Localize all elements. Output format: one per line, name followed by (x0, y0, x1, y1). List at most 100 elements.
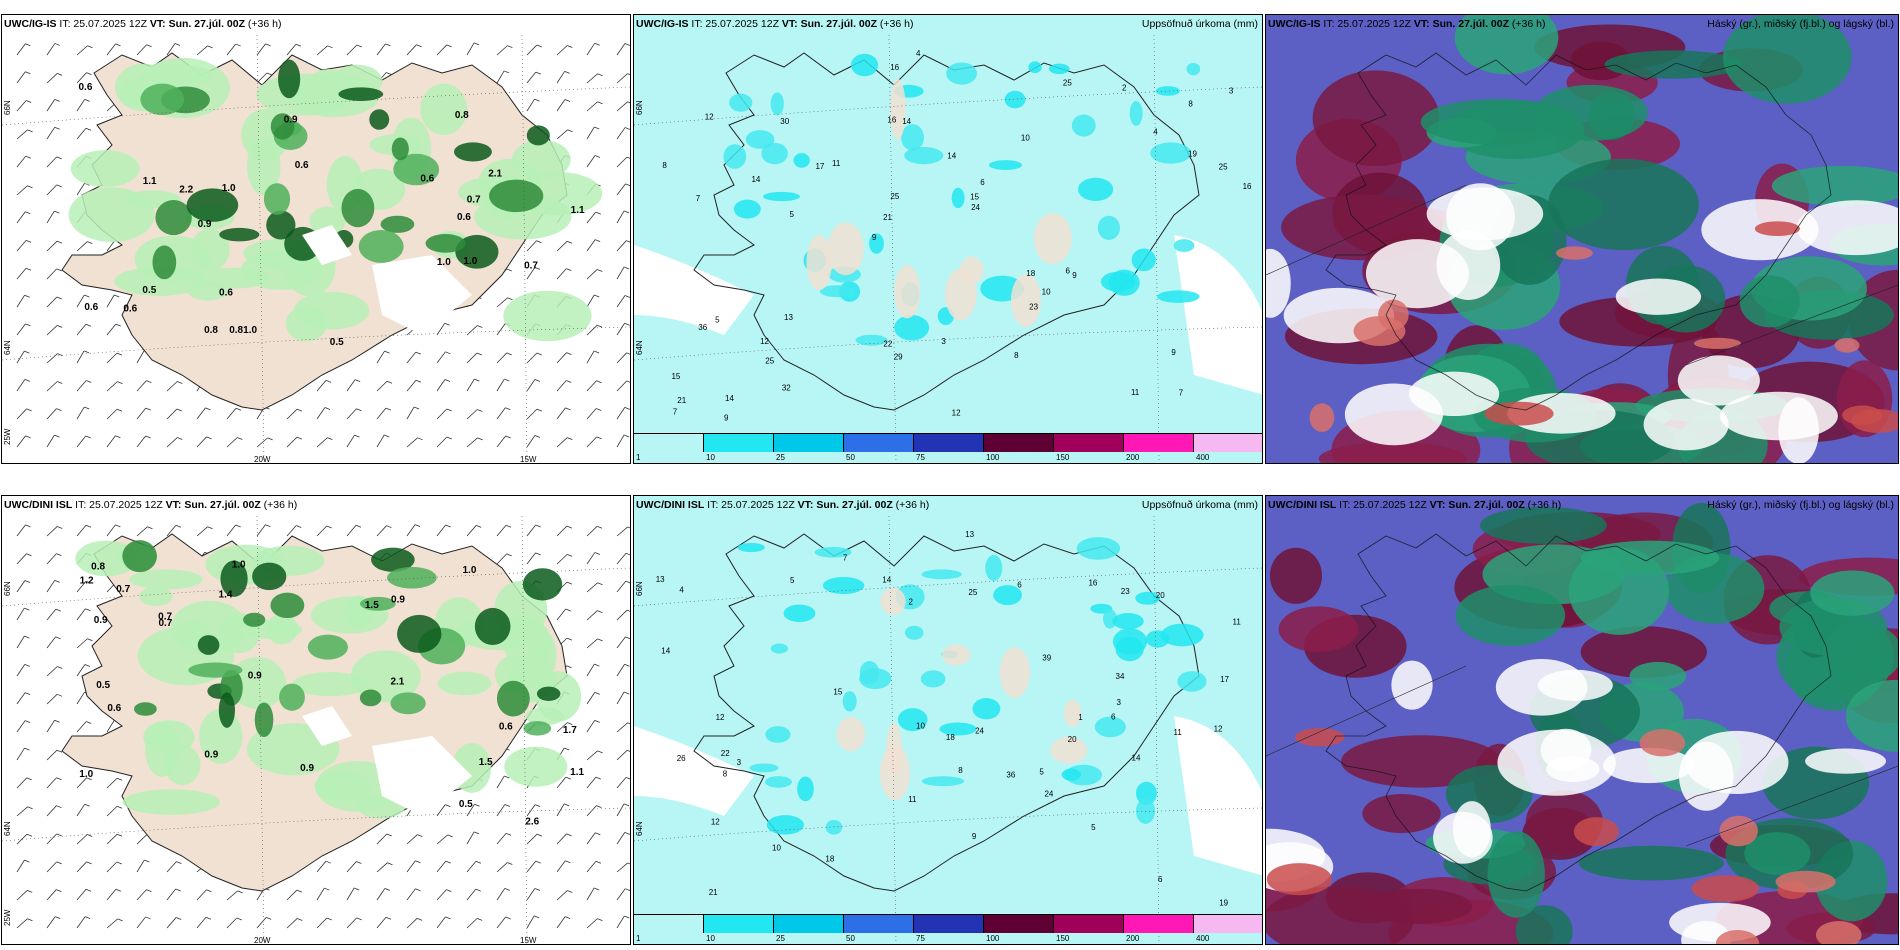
value-label: 0.7 (116, 584, 130, 595)
iceland-coastline (1325, 52, 1832, 411)
value-label: 8 (1188, 99, 1193, 108)
value-label: 5 (715, 315, 720, 324)
latitude-label: 66N (3, 581, 12, 596)
value-label: 7 (673, 407, 678, 416)
value-label: 19 (1219, 898, 1228, 907)
value-label: 8 (662, 161, 667, 170)
value-label: 0.9 (204, 749, 218, 760)
legend-swatch (704, 915, 774, 933)
value-label: 0.9 (284, 115, 298, 126)
value-label: 1.0 (79, 769, 93, 780)
value-label: 23 (1029, 302, 1038, 311)
panel-header: UWC/DINI ISL IT: 25.07.2025 12Z VT: Sun.… (636, 498, 1258, 512)
value-label: 24 (1044, 790, 1053, 799)
value-label: 6 (1111, 713, 1116, 722)
init-time: IT: 25.07.2025 12Z (704, 499, 798, 511)
value-label: 5 (1091, 823, 1096, 832)
longitude-label: 15W (520, 455, 537, 464)
longitude-label: 20W (254, 455, 271, 464)
value-label: 1 (1078, 713, 1083, 722)
value-label: 0.6 (123, 304, 137, 315)
field-shading (1309, 221, 1898, 434)
value-label: 0.5 (330, 337, 344, 348)
field-shading (75, 540, 582, 819)
latitude-label: 64N (3, 340, 12, 355)
value-label: 12 (952, 408, 961, 417)
value-label: 1.0 (222, 183, 236, 194)
longitude-label: 15W (520, 936, 537, 945)
value-label: 11 (1174, 728, 1183, 737)
value-label: 11 (908, 795, 917, 804)
value-label: 1.2 (80, 576, 94, 587)
value-label: 39 (1042, 653, 1051, 662)
value-label: 11 (1131, 388, 1140, 397)
value-label: 8 (1014, 351, 1019, 360)
value-label: 29 (894, 352, 903, 361)
field-shading (140, 59, 550, 280)
valid-time: VT: Sun. 27.júl. 00Z (149, 18, 246, 30)
map-canvas: 1012141312116231421192418342620362039161… (634, 496, 1262, 944)
graticule (634, 34, 1262, 463)
value-label: 0.8 (91, 561, 105, 572)
legend-label: 25 (776, 453, 785, 462)
panel-header: UWC/IG-IS IT: 25.07.2025 12Z VT: Sun. 27… (4, 17, 626, 31)
value-label: 3 (1229, 87, 1234, 96)
legend-label: 400 (1196, 934, 1210, 943)
value-label: 0.9 (198, 219, 212, 230)
init-time: IT: 25.07.2025 12Z (1336, 499, 1430, 511)
precip-legend (634, 914, 1262, 933)
value-label: 20 (1156, 591, 1165, 600)
value-label: 11 (1233, 617, 1242, 626)
latitude-label: 66N (635, 100, 644, 115)
value-label: 24 (975, 727, 984, 736)
iceland-coastline (1325, 533, 1832, 892)
value-label: 0.6 (107, 703, 121, 714)
legend-swatch (634, 915, 704, 933)
value-label: 0.8 (204, 325, 218, 336)
value-label: 7 (696, 194, 701, 203)
value-label: 1.0 (463, 256, 477, 267)
value-label: 0.6 (420, 173, 434, 184)
value-label: 7 (843, 553, 848, 562)
map-canvas: 7789101416145111525146912161618192122253… (634, 15, 1262, 463)
legend-swatch (1194, 915, 1262, 933)
value-label: 16 (1243, 182, 1252, 191)
value-label: 21 (883, 213, 892, 222)
map-panel-top-right: UWC/IG-IS IT: 25.07.2025 12Z VT: Sun. 27… (1265, 14, 1899, 464)
iceland-coastline (693, 533, 1200, 892)
value-label: 2.1 (390, 676, 404, 687)
valid-time: VT: Sun. 27.júl. 00Z (1413, 18, 1510, 30)
value-label: 10 (772, 843, 781, 852)
value-label: 21 (709, 888, 718, 897)
init-time: IT: 25.07.2025 12Z (688, 18, 782, 30)
field-title: Háský (gr.), miðský (fj.bl.) og lágský (… (1707, 18, 1894, 30)
value-label: 30 (780, 117, 789, 126)
legend-label: 100 (986, 453, 1000, 462)
value-label: 0.9 (94, 615, 108, 626)
field-shading (1266, 728, 1862, 944)
value-label: 1.5 (365, 600, 379, 611)
value-label: 0.5 (96, 680, 110, 691)
init-time: IT: 25.07.2025 12Z (72, 499, 166, 511)
graticule (2, 515, 630, 944)
field-title: Uppsöfnuð úrkoma (mm) (1141, 499, 1258, 511)
value-label: 16 (890, 63, 899, 72)
value-label: 0.7 (158, 612, 172, 623)
map-canvas: 0.7 0.5 2.1 1.0 0.9 0.8 0.9 1.1 1.0 0.7 0.9 1.5 0.6 0… (2, 496, 630, 944)
legend-swatch (774, 434, 844, 452)
legend-swatch (774, 915, 844, 933)
value-label: 16 (887, 116, 896, 125)
legend-label: 400 (1196, 453, 1210, 462)
value-label: 0.6 (457, 212, 471, 223)
lead-time: (+36 h) (260, 499, 298, 511)
value-label: 14 (725, 394, 734, 403)
value-label: 7 (1179, 388, 1184, 397)
value-label: 0.6 (219, 287, 233, 298)
value-label: 1.5 (479, 757, 493, 768)
value-label: 12 (716, 713, 725, 722)
value-label: 4 (916, 49, 921, 58)
value-label: 16 (1088, 578, 1097, 587)
legend-swatch (704, 434, 774, 452)
value-label: 10 (1042, 288, 1051, 297)
value-label: 0.6 (499, 722, 513, 733)
